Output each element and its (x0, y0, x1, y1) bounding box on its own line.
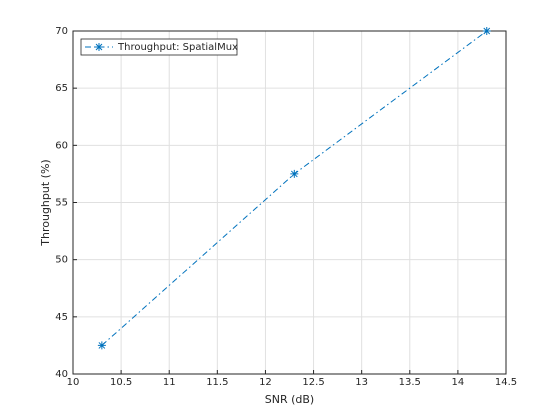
legend-marker (95, 43, 103, 51)
y-tick-label: 60 (55, 140, 68, 151)
x-tick-label: 11 (163, 377, 176, 388)
x-tick-label: 12.5 (302, 377, 324, 388)
x-axis-label: SNR (dB) (265, 393, 314, 406)
axes-box (72, 30, 507, 375)
y-tick-label: 40 (55, 369, 68, 380)
x-tick-label: 14.5 (495, 377, 517, 388)
x-tick-label: 12 (259, 377, 272, 388)
x-tick-label: 13 (355, 377, 368, 388)
y-axis-label: Throughput (%) (39, 159, 52, 246)
x-tick-label: 10.5 (110, 377, 132, 388)
y-tick-label: 50 (55, 255, 68, 266)
legend-box (80, 38, 238, 56)
data-marker (482, 27, 491, 35)
x-tick-label: 14 (452, 377, 465, 388)
legend: Throughput: SpatialMux (80, 38, 238, 56)
y-tick-label: 45 (55, 312, 68, 323)
x-tick-label: 13.5 (399, 377, 421, 388)
x-tick-label: 10 (67, 377, 80, 388)
data-marker (97, 341, 106, 350)
y-tick-label: 65 (55, 83, 68, 94)
data-marker (290, 169, 299, 178)
legend-label: Throughput: SpatialMux (117, 42, 238, 53)
y-tick-label: 55 (55, 198, 68, 209)
x-tick-label: 11.5 (206, 377, 228, 388)
y-tick-label: 70 (55, 26, 68, 37)
